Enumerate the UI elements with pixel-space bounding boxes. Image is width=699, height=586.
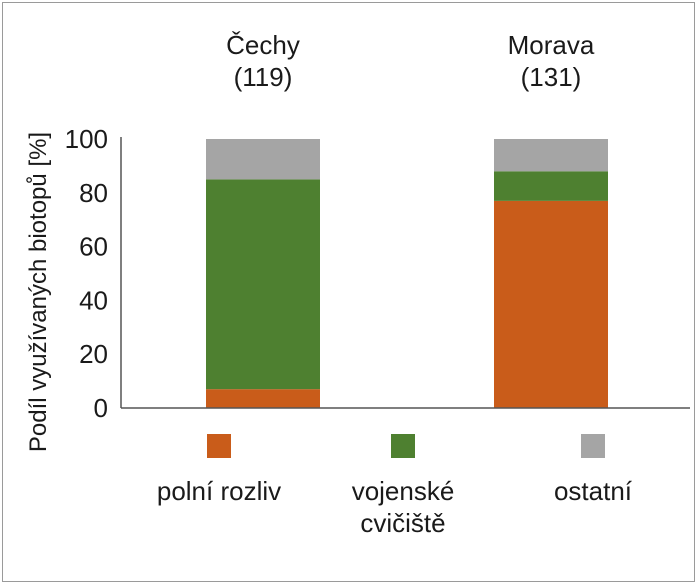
bar-Čechy-ostatní [206, 139, 320, 180]
category-label-Čechy: Čechy [226, 30, 300, 60]
y-tick-label-80: 80 [79, 178, 108, 208]
legend-label-ostatní: ostatní [554, 476, 633, 506]
category-count-Morava: (131) [521, 62, 582, 92]
y-tick-label-20: 20 [79, 339, 108, 369]
legend-label-vojenské-cvičiště-line2: cvičiště [360, 508, 445, 538]
bar-Morava-ostatní [494, 139, 608, 172]
bar-Morava-vojenské-cvičiště [494, 171, 608, 201]
bar-Čechy-vojenské-cvičiště [206, 179, 320, 390]
y-tick-label-40: 40 [79, 285, 108, 315]
category-label-Morava: Morava [508, 30, 595, 60]
y-axis-label: Podíl využívaných biotopů [%] [25, 132, 52, 452]
legend-label-polní-rozliv: polní rozliv [157, 476, 281, 506]
legend-swatch-vojenské-cvičiště [391, 434, 415, 458]
category-count-Čechy: (119) [234, 62, 293, 92]
bar-Morava-polní-rozliv [494, 200, 608, 408]
bar-Čechy-polní-rozliv [206, 389, 320, 408]
y-tick-label-100: 100 [65, 124, 108, 154]
legend-label-vojenské-cvičiště-line1: vojenské [352, 476, 455, 506]
y-tick-label-0: 0 [94, 393, 108, 423]
legend-swatch-ostatní [581, 434, 605, 458]
legend-swatch-polní-rozliv [207, 434, 231, 458]
y-tick-label-60: 60 [79, 232, 108, 262]
